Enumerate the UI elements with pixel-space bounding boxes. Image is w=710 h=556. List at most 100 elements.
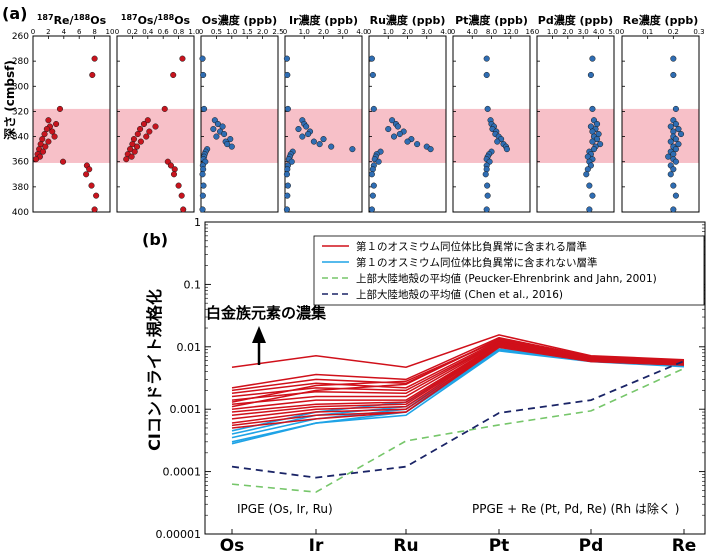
x-tick-label: 4.0	[467, 28, 478, 36]
subplot-title: Re濃度 (ppb)	[623, 13, 698, 27]
panel-a-label: (a)	[2, 4, 27, 23]
data-point	[670, 55, 677, 62]
x-category-label: Pd	[579, 536, 604, 556]
x-tick-label: 0.1	[642, 28, 653, 36]
data-point	[670, 128, 677, 135]
x-tick-label: 1.0	[226, 28, 237, 36]
y-tick-label: 0.01	[177, 341, 202, 354]
data-point	[91, 55, 98, 62]
depth-tick-label: 340	[12, 133, 29, 143]
x-tick-label: 0.2	[127, 28, 138, 36]
x-tick-label: 0	[115, 28, 119, 36]
data-point	[484, 192, 491, 199]
data-point	[137, 138, 144, 145]
y-tick-label: 1	[194, 216, 201, 229]
data-point	[484, 182, 491, 189]
data-point	[483, 71, 490, 79]
data-point	[178, 192, 185, 199]
data-point	[503, 146, 510, 153]
panel-b-label: (b)	[142, 230, 168, 249]
data-point	[41, 131, 48, 138]
x-tick-label: 0	[31, 28, 35, 36]
data-point	[146, 128, 153, 135]
x-tick-label: 3.0	[337, 28, 348, 36]
data-point	[283, 55, 290, 62]
x-tick-label: 2.0	[402, 28, 413, 36]
pge-enrichment-annotation: 白金族元素の濃集	[206, 304, 327, 322]
subplot-title: 187Os/188Os	[121, 13, 191, 27]
data-point	[83, 171, 90, 178]
data-point	[129, 141, 136, 148]
data-point	[56, 105, 64, 112]
data-point	[349, 146, 356, 153]
data-point	[201, 105, 208, 112]
data-point	[227, 136, 234, 143]
data-point	[482, 171, 489, 178]
data-point	[51, 133, 58, 140]
x-tick-label: 2.0	[318, 28, 329, 36]
depth-tick-label: 300	[12, 82, 29, 92]
data-point	[288, 158, 295, 165]
data-point	[670, 206, 677, 213]
data-point	[483, 55, 490, 62]
data-point	[597, 141, 604, 148]
data-point	[152, 123, 159, 130]
x-tick-label: 2.0	[257, 28, 268, 36]
x-tick-label: 1.0	[383, 28, 394, 36]
data-point	[586, 182, 593, 189]
data-point	[394, 123, 401, 130]
x-tick-label: 0	[199, 28, 203, 36]
ipge-annotation: IPGE (Os, Ir, Ru)	[237, 502, 333, 516]
data-point	[368, 206, 375, 213]
x-tick-label: 0.4	[142, 28, 154, 36]
data-point	[587, 71, 594, 79]
data-point	[45, 117, 52, 124]
x-tick-label: 5.0	[608, 28, 619, 36]
data-point	[210, 125, 217, 133]
normalized-axis-label: CIコンドライト規格化	[145, 289, 164, 451]
y-tick-label: 0.0001	[163, 466, 202, 479]
data-point	[672, 105, 679, 112]
data-point	[375, 158, 382, 165]
title-text: Re/	[54, 14, 75, 27]
data-point	[594, 136, 601, 143]
data-point	[670, 182, 677, 189]
data-point	[283, 171, 290, 178]
data-point	[369, 71, 376, 79]
subplot-title: Pt濃度 (ppb)	[455, 13, 528, 27]
data-point	[45, 138, 52, 145]
plot-frame	[621, 35, 700, 213]
data-point	[672, 136, 679, 143]
data-point	[590, 146, 598, 153]
data-point	[86, 166, 93, 173]
subplot-8: Re濃度 (ppb)0 0.1 0.2 0.3	[620, 13, 705, 213]
x-tick-label: 10	[106, 28, 115, 36]
data-point	[589, 105, 596, 112]
data-point	[672, 158, 679, 165]
x-category-label: Ru	[393, 536, 418, 556]
data-point	[494, 138, 501, 145]
data-point	[670, 151, 677, 158]
data-point	[483, 166, 490, 173]
x-tick-label: 0	[451, 28, 455, 36]
data-point	[133, 143, 141, 150]
data-point	[88, 182, 95, 189]
data-point	[368, 55, 375, 62]
x-tick-label: 0	[535, 28, 539, 36]
subplot-title: Os濃度 (ppb)	[202, 13, 277, 27]
legend-entry-cyan: 第１のオスミウム同位体比負異常に含まれない層準	[356, 256, 598, 269]
data-point	[199, 55, 206, 62]
data-point	[283, 206, 290, 213]
depth-axis-label: 深さ (cmbsf)	[2, 60, 17, 140]
data-point	[483, 206, 490, 213]
x-tick-label: 2	[46, 28, 50, 36]
data-point	[284, 105, 291, 112]
data-point	[33, 156, 40, 163]
data-point	[677, 131, 685, 138]
data-point	[299, 133, 306, 140]
x-tick-label: 1.5	[242, 28, 253, 36]
x-tick-label: 1.0	[299, 28, 310, 36]
data-point	[214, 120, 221, 128]
